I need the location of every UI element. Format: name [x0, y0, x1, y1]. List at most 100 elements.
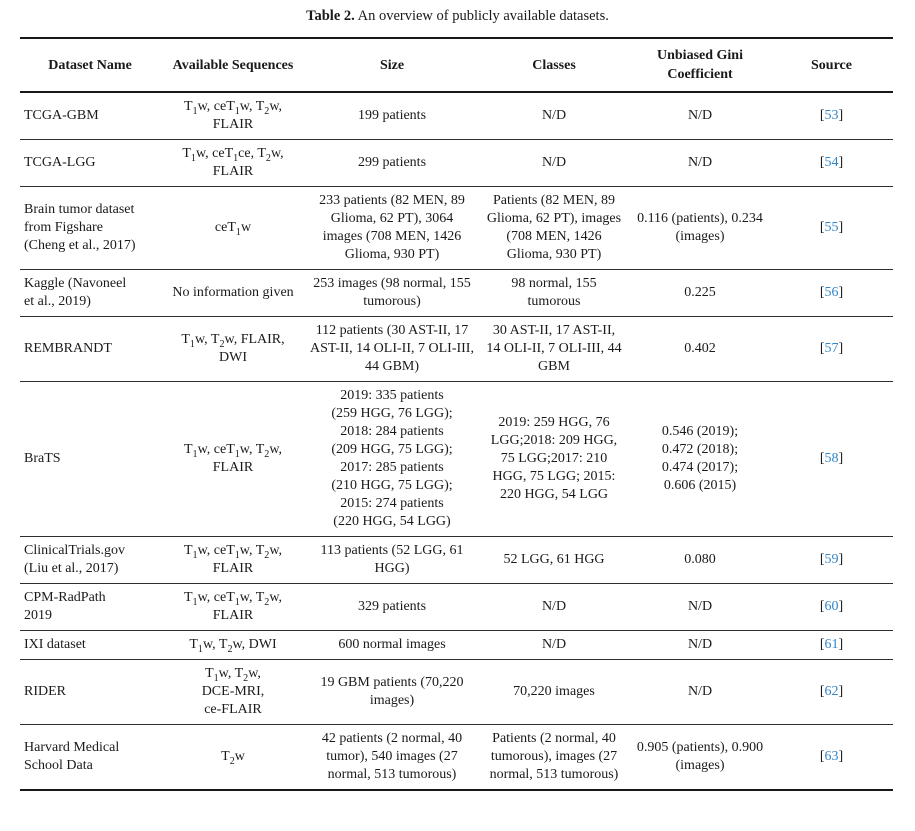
dataset-name-cell: ClinicalTrials.gov (Liu et al., 2017)	[20, 536, 160, 584]
gini-cell: 0.905 (patients), 0.900 (images)	[630, 724, 770, 790]
gini-cell: 0.546 (2019); 0.472 (2018); 0.474 (2017)…	[630, 381, 770, 537]
citation-number: 53	[824, 108, 839, 123]
classes-text: N/D	[541, 637, 567, 652]
size-cell: 299 patients	[306, 139, 478, 187]
gini-text: N/D	[687, 684, 713, 699]
classes-cell: N/D	[478, 630, 630, 660]
citation-number: 63	[824, 749, 839, 764]
citation-number: 55	[824, 220, 839, 235]
citation-bracket-open: [	[819, 749, 825, 764]
sequences-text: T1w, T2w, DWI	[189, 637, 277, 655]
size-text: 329 patients	[357, 599, 427, 614]
classes-text: 2019: 259 HGG, 76 LGG;2018: 209 HGG, 75 …	[490, 415, 618, 502]
size-text: 600 normal images	[338, 637, 446, 652]
column-header-dataset-name: Dataset Name	[20, 38, 160, 93]
source-cell: [63]	[770, 724, 893, 790]
sequences-cell: T2w	[160, 724, 306, 790]
dataset-name-cell: Harvard Medical School Data	[20, 724, 160, 790]
dataset-name-cell: Kaggle (Navoneel et al., 2019)	[20, 269, 160, 317]
dataset-name-cell: Brain tumor dataset from Figshare (Cheng…	[20, 186, 160, 270]
gini-cell: N/D	[630, 139, 770, 187]
citation-link[interactable]: [53]	[820, 108, 843, 123]
table-row: CPM-RadPath 2019 T1w, ceT1w, T2w, FLAIR …	[20, 583, 893, 631]
citation-bracket-close: ]	[838, 341, 844, 356]
dataset-name-cell: RIDER	[20, 659, 160, 725]
citation-number: 58	[824, 451, 839, 466]
gini-text: 0.225	[684, 285, 716, 300]
table-row: RIDER T1w, T2w, DCE-MRI, ce-FLAIR 19 GBM…	[20, 659, 893, 725]
gini-cell: 0.225	[630, 269, 770, 317]
sequences-cell: T1w, ceT1ce, T2w, FLAIR	[160, 139, 306, 187]
citation-bracket-close: ]	[838, 451, 844, 466]
citation-bracket-close: ]	[838, 684, 844, 699]
gini-text: N/D	[687, 108, 713, 123]
source-cell: [53]	[770, 92, 893, 140]
size-text: 253 images (98 normal, 155 tumorous)	[313, 276, 471, 309]
dataset-name-text: Harvard Medical School Data	[24, 740, 120, 773]
column-header-classes: Classes	[478, 38, 630, 93]
source-cell: [56]	[770, 269, 893, 317]
source-cell: [62]	[770, 659, 893, 725]
size-cell: 253 images (98 normal, 155 tumorous)	[306, 269, 478, 317]
citation-link[interactable]: [61]	[820, 637, 843, 652]
citation-bracket-open: [	[819, 451, 825, 466]
gini-cell: 0.116 (patients), 0.234 (images)	[630, 186, 770, 270]
citation-bracket-open: [	[819, 341, 825, 356]
citation-bracket-open: [	[819, 108, 825, 123]
source-cell: [61]	[770, 630, 893, 660]
dataset-name-text: TCGA-LGG	[24, 155, 96, 170]
citation-link[interactable]: [54]	[820, 155, 843, 170]
gini-cell: N/D	[630, 583, 770, 631]
classes-cell: 98 normal, 155 tumorous	[478, 269, 630, 317]
dataset-name-text: TCGA-GBM	[24, 108, 99, 123]
size-cell: 42 patients (2 normal, 40 tumor), 540 im…	[306, 724, 478, 790]
sequences-cell: T1w, T2w, DWI	[160, 630, 306, 660]
table-row: TCGA-LGG T1w, ceT1ce, T2w, FLAIR 299 pat…	[20, 139, 893, 187]
citation-link[interactable]: [56]	[820, 285, 843, 300]
gini-cell: 0.402	[630, 316, 770, 382]
table-row: BraTS T1w, ceT1w, T2w, FLAIR 2019: 335 p…	[20, 381, 893, 537]
citation-link[interactable]: [63]	[820, 749, 843, 764]
dataset-name-cell: REMBRANDT	[20, 316, 160, 382]
sequences-text: T1w, ceT1w, T2w, FLAIR	[183, 442, 283, 475]
citation-number: 54	[824, 155, 839, 170]
header-row: Dataset Name Available Sequences Size Cl…	[20, 38, 893, 93]
citation-bracket-close: ]	[838, 599, 844, 614]
citation-number: 59	[824, 552, 839, 567]
size-cell: 113 patients (52 LGG, 61 HGG)	[306, 536, 478, 584]
classes-text: 30 AST-II, 17 AST-II, 14 OLI-II, 7 OLI-I…	[486, 323, 622, 374]
citation-link[interactable]: [59]	[820, 552, 843, 567]
dataset-name-cell: IXI dataset	[20, 630, 160, 660]
dataset-name-text: REMBRANDT	[24, 341, 112, 356]
table-row: TCGA-GBM T1w, ceT1w, T2w, FLAIR 199 pati…	[20, 92, 893, 140]
citation-link[interactable]: [62]	[820, 684, 843, 699]
sequences-cell: T1w, T2w, DCE-MRI, ce-FLAIR	[160, 659, 306, 725]
gini-text: N/D	[687, 637, 713, 652]
citation-link[interactable]: [60]	[820, 599, 843, 614]
citation-link[interactable]: [58]	[820, 451, 843, 466]
source-cell: [58]	[770, 381, 893, 537]
dataset-name-cell: TCGA-LGG	[20, 139, 160, 187]
dataset-name-text: CPM-RadPath 2019	[24, 590, 106, 623]
sequences-cell: No information given	[160, 269, 306, 317]
gini-cell: N/D	[630, 92, 770, 140]
dataset-name-cell: CPM-RadPath 2019	[20, 583, 160, 631]
sequences-cell: T1w, ceT1w, T2w, FLAIR	[160, 92, 306, 140]
citation-link[interactable]: [55]	[820, 220, 843, 235]
size-text: 233 patients (82 MEN, 89 Glioma, 62 PT),…	[319, 193, 465, 262]
citation-bracket-close: ]	[838, 552, 844, 567]
gini-text: N/D	[687, 155, 713, 170]
citation-bracket-open: [	[819, 599, 825, 614]
citation-link[interactable]: [57]	[820, 341, 843, 356]
size-cell: 233 patients (82 MEN, 89 Glioma, 62 PT),…	[306, 186, 478, 270]
sequences-text: No information given	[172, 285, 294, 300]
table-row: Brain tumor dataset from Figshare (Cheng…	[20, 186, 893, 270]
citation-bracket-close: ]	[838, 155, 844, 170]
gini-text: 0.116 (patients), 0.234 (images)	[637, 211, 763, 244]
size-text: 299 patients	[357, 155, 427, 170]
size-text: 199 patients	[357, 108, 427, 123]
column-header-source: Source	[770, 38, 893, 93]
table-row: REMBRANDT T1w, T2w, FLAIR, DWI 112 patie…	[20, 316, 893, 382]
column-header-available-sequences: Available Sequences	[160, 38, 306, 93]
